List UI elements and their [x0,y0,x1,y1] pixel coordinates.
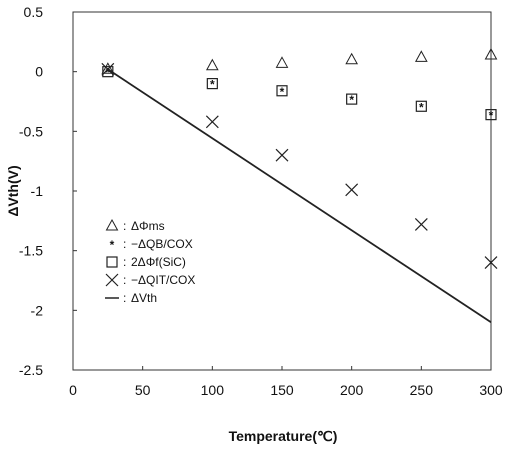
legend-colon: : [123,255,126,269]
legend-label: ΔΦms [131,219,165,233]
data-point [345,52,359,65]
data-point [275,148,289,162]
legend-colon: : [123,273,126,287]
data-point: * [280,85,285,99]
data-point [485,109,497,121]
legend-label: ΔVth [131,291,157,305]
data-point: * [349,93,354,107]
x-tick-label: 0 [69,382,77,398]
data-point: * [210,78,215,92]
x-tick-label: 50 [135,382,151,398]
data-point [205,58,219,71]
y-tick-label: 0.5 [24,4,44,20]
data-point [484,256,498,270]
series-0 [101,47,498,74]
legend-marker [106,256,118,268]
plot-area [72,11,492,371]
data-point [275,56,289,68]
series-1: * * * * * * [105,66,493,123]
y-axis-title: ΔVth(V) [5,165,21,216]
data-point: * [419,100,424,114]
x-tick-label: 250 [410,382,434,398]
data-point: * [105,66,110,80]
y-tick-label: 0 [35,64,43,80]
y-tick-label: -2.5 [19,362,43,378]
x-axis-title: Temperature(℃) [229,428,338,444]
data-point [276,85,288,97]
x-tick-label: 300 [479,382,503,398]
series-2 [102,66,497,121]
legend-colon: : [123,219,126,233]
data-point [415,100,427,112]
x-tick-label: 200 [340,382,364,398]
legend-marker [105,218,119,231]
legend-colon: : [123,237,126,251]
data-point [346,93,358,105]
y-tick-label: -0.5 [19,123,43,139]
legend-label: −ΔQIT/COX [131,273,195,287]
legend-marker: * [110,238,115,252]
data-point: * [489,109,494,123]
data-point [345,183,359,197]
data-point [205,115,219,129]
marks-layer: * * * * * * [101,47,498,324]
legend-label: −ΔQB/COX [131,237,193,251]
series-3 [101,62,498,270]
data-point [101,62,115,76]
series-4 [107,68,492,324]
data-point [414,217,428,231]
data-point [414,50,428,62]
y-tick-label: -2 [31,302,44,318]
data-point [484,47,498,60]
data-point [206,77,218,90]
legend-label: 2ΔΦf(SiC) [131,255,186,269]
ticks-layer: 0 50 100 150 200 250 300 0.5 0 -0.5 -1 -1.5 -2 -2.5 [19,4,503,398]
x-tick-label: 100 [201,382,225,398]
legend-marker [105,273,119,287]
y-tick-label: -1.5 [19,243,43,259]
data-point [101,62,115,74]
legend: : ΔΦms*: −ΔQB/COX: 2ΔΦf(SiC): −ΔQIT/COX: ΔVth [105,218,195,305]
legend-colon: : [123,291,126,305]
series-line [107,68,492,324]
x-tick-label: 150 [270,382,294,398]
y-tick-label: -1 [31,183,44,199]
